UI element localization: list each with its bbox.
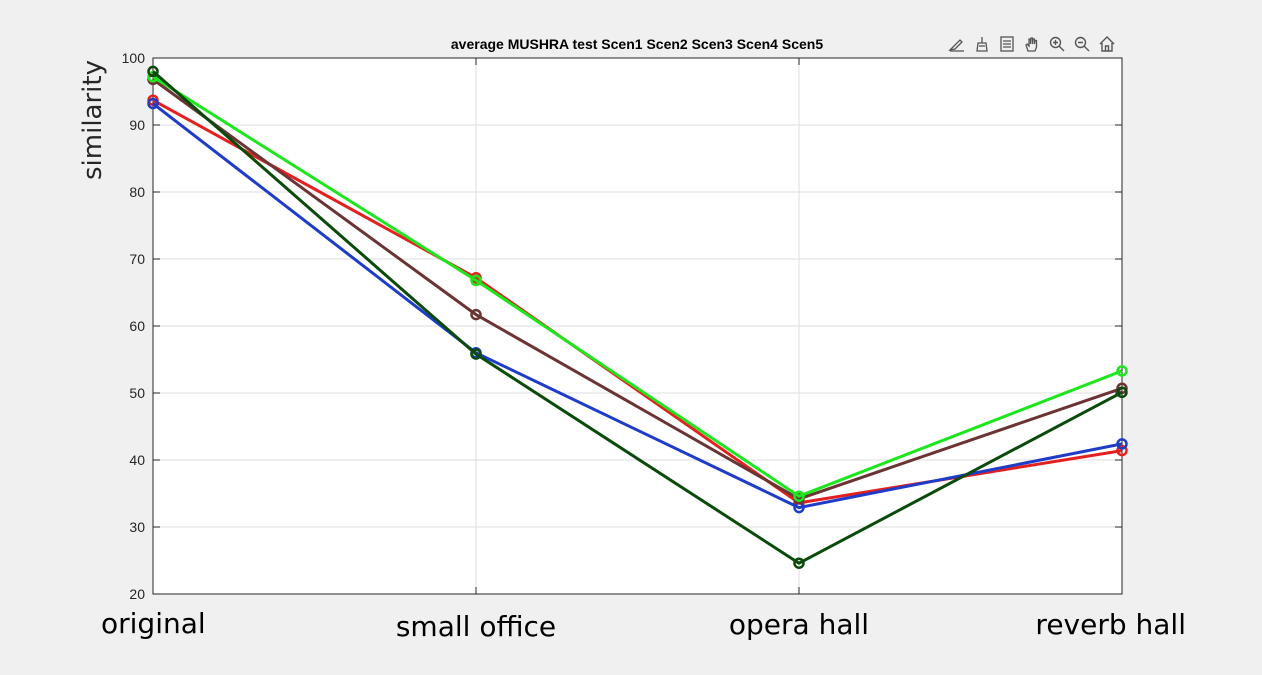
y-tick-label: 40 bbox=[129, 452, 145, 468]
series-line-5 bbox=[152, 70, 1123, 565]
series-line-4 bbox=[152, 75, 1123, 498]
y-tick-label: 70 bbox=[129, 251, 145, 267]
data-point bbox=[1116, 444, 1128, 457]
series-line-2 bbox=[152, 102, 1123, 510]
data-point bbox=[470, 308, 482, 321]
legend-icon[interactable] bbox=[996, 33, 1018, 55]
x-tick-label: small office bbox=[396, 610, 556, 643]
y-tick-label: 50 bbox=[129, 385, 145, 401]
data-point bbox=[147, 65, 159, 78]
y-tick-label: 100 bbox=[122, 50, 146, 66]
x-tick-label: original bbox=[101, 607, 206, 640]
home-icon[interactable] bbox=[1096, 33, 1118, 55]
chart-title: average MUSHRA test Scen1 Scen2 Scen3 Sc… bbox=[451, 36, 823, 52]
x-tick-label: reverb hall bbox=[1035, 608, 1186, 641]
data-point bbox=[1116, 386, 1128, 399]
data-point bbox=[147, 97, 159, 110]
x-axis-ticks: original small office opera hall reverb hal… bbox=[101, 58, 1186, 643]
y-tick-label: 80 bbox=[129, 184, 145, 200]
y-tick-label: 60 bbox=[129, 318, 145, 334]
y-axis-label: similarity bbox=[78, 60, 108, 180]
x-tick-label: opera hall bbox=[729, 608, 869, 641]
zoom-out-icon[interactable] bbox=[1071, 33, 1093, 55]
data-point bbox=[1116, 438, 1128, 450]
pan-hand-icon[interactable] bbox=[1021, 33, 1043, 55]
series-line-3 bbox=[152, 78, 1123, 501]
y-tick-label: 90 bbox=[129, 117, 145, 133]
axes-toolbar bbox=[946, 33, 1118, 55]
data-point bbox=[793, 557, 805, 569]
data-point bbox=[793, 490, 805, 502]
zoom-in-icon[interactable] bbox=[1046, 33, 1068, 55]
y-axis-ticks: 20 30 40 50 60 70 80 90 100 bbox=[122, 50, 1122, 602]
data-tips-icon[interactable] bbox=[971, 33, 993, 55]
y-tick-label: 20 bbox=[129, 586, 145, 602]
data-point bbox=[1116, 365, 1128, 377]
data-point bbox=[470, 274, 482, 287]
data-point bbox=[470, 348, 482, 360]
series-lines bbox=[147, 65, 1128, 569]
brush-icon[interactable] bbox=[946, 33, 968, 55]
y-tick-label: 30 bbox=[129, 519, 145, 535]
